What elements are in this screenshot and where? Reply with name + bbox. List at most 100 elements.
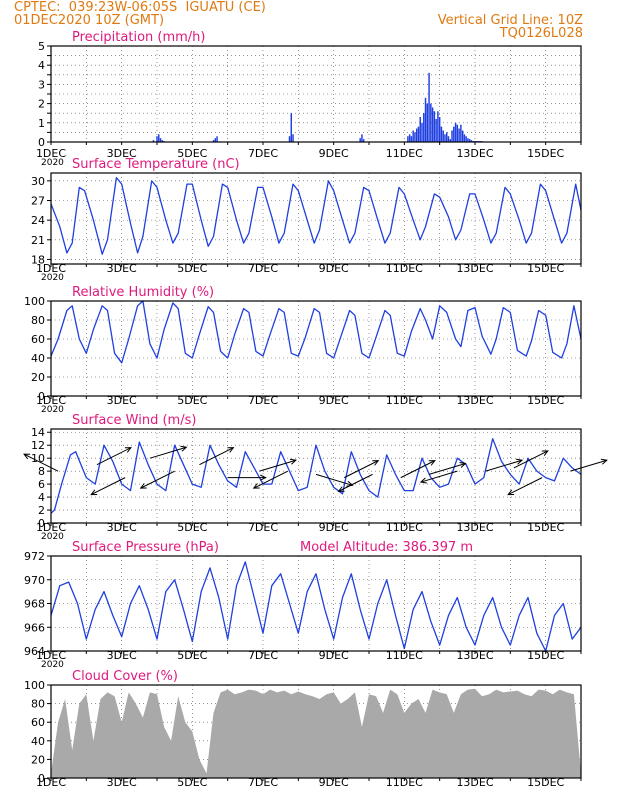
precip-bar bbox=[421, 122, 423, 142]
x-tick-label: 1DEC bbox=[36, 776, 66, 789]
precip-bar bbox=[407, 136, 409, 142]
precip-bar bbox=[435, 118, 437, 142]
y-tick-label: 14 bbox=[31, 426, 45, 439]
y-tick-label: 0 bbox=[38, 136, 45, 149]
precip-bar bbox=[414, 132, 416, 142]
precip-bar bbox=[415, 128, 418, 142]
precip-bar bbox=[440, 126, 443, 142]
precip-bar bbox=[424, 97, 427, 142]
y-tick-label: 4 bbox=[38, 491, 45, 504]
x-tick-label: 3DEC bbox=[107, 649, 137, 662]
y-tick-label: 60 bbox=[31, 333, 45, 346]
y-tick-label: 60 bbox=[31, 716, 45, 729]
x-tick-label: 9DEC bbox=[319, 262, 349, 275]
precip-bar bbox=[212, 140, 215, 142]
wind-arrow-shaft bbox=[149, 446, 187, 459]
wind-arrow-head bbox=[23, 453, 31, 460]
panel-title: Cloud Cover (%) bbox=[72, 669, 178, 684]
precip-bar bbox=[437, 111, 439, 142]
x-tick-label: 9DEC bbox=[319, 147, 349, 160]
precip-bar bbox=[292, 134, 294, 142]
precip-bar bbox=[453, 126, 455, 142]
precip-bar bbox=[451, 130, 453, 142]
wind-arrow-shaft bbox=[96, 447, 132, 466]
wind-arrow-head bbox=[459, 462, 467, 468]
y-tick-label: 80 bbox=[31, 698, 45, 711]
precip-bar bbox=[423, 113, 425, 142]
y-tick-label: 5 bbox=[38, 40, 45, 53]
x-tick-label: 11DEC bbox=[386, 776, 423, 789]
panel-frame bbox=[50, 172, 582, 265]
panel-title: Relative Humidity (%) bbox=[72, 285, 214, 300]
x-tick-label: 7DEC bbox=[248, 147, 278, 160]
y-tick-label: 20 bbox=[31, 753, 45, 766]
y-tick-label: 966 bbox=[24, 621, 45, 634]
cloud-cover-area bbox=[51, 688, 581, 778]
wind-arrow-head bbox=[541, 450, 549, 456]
y-tick-label: 20 bbox=[31, 371, 45, 384]
precip-bar bbox=[428, 72, 430, 142]
y-tick-label: 0 bbox=[38, 517, 45, 530]
x-year-label: 2020 bbox=[41, 405, 64, 415]
wind-arrow-head bbox=[337, 486, 345, 492]
precip-bar bbox=[463, 134, 466, 142]
x-tick-label: 15DEC bbox=[527, 394, 564, 407]
x-tick-label: 9DEC bbox=[319, 394, 349, 407]
panel-title: Surface Pressure (hPa) bbox=[72, 540, 219, 555]
y-tick-label: 1 bbox=[38, 117, 45, 130]
y-tick-label: 100 bbox=[24, 679, 45, 692]
precip-bar bbox=[419, 117, 421, 142]
x-tick-label: 13DEC bbox=[456, 776, 493, 789]
precip-bar bbox=[410, 136, 413, 142]
x-tick-label: 7DEC bbox=[248, 521, 278, 534]
y-tick-label: 12 bbox=[31, 439, 45, 452]
y-tick-label: 970 bbox=[24, 574, 45, 587]
precip-bar bbox=[426, 103, 429, 142]
x-tick-label: 13DEC bbox=[456, 262, 493, 275]
x-tick-label: 15DEC bbox=[527, 521, 564, 534]
panel-title: Surface Temperature (nC) bbox=[72, 157, 240, 172]
precip-bar bbox=[359, 138, 361, 142]
wind-arrow-shaft bbox=[140, 470, 175, 489]
x-tick-label: 5DEC bbox=[177, 521, 207, 534]
precip-bar bbox=[444, 134, 446, 142]
precip-bar bbox=[158, 134, 160, 142]
y-tick-label: 40 bbox=[31, 735, 45, 748]
precip-bar bbox=[408, 134, 411, 142]
wind-arrow-head bbox=[260, 474, 267, 481]
y-tick-label: 964 bbox=[24, 645, 45, 658]
wind-arrow-shaft bbox=[485, 459, 523, 472]
x-tick-label: 7DEC bbox=[248, 262, 278, 275]
y-tick-label: 80 bbox=[31, 314, 45, 327]
precip-bar bbox=[442, 130, 444, 142]
precip-bar bbox=[216, 136, 218, 142]
x-tick-label: 11DEC bbox=[386, 649, 423, 662]
precip-bar bbox=[461, 130, 464, 142]
wind-arrow-shaft bbox=[23, 453, 59, 472]
series-line bbox=[50, 438, 582, 514]
precip-bar bbox=[214, 138, 217, 142]
wind-arrow-head bbox=[289, 458, 297, 465]
wind-arrow-shaft bbox=[400, 460, 436, 479]
panel-4: 964 966 968 970 972 1DEC 3DEC 5DEC 7DEC 9DEC 11DEC… bbox=[24, 540, 582, 670]
precip-bar bbox=[430, 103, 432, 142]
x-tick-label: 5DEC bbox=[177, 649, 207, 662]
panel-5: 0 20 40 60 80 100 1DEC 3DEC 5DEC 7DEC 9DEC 11DEC 13D… bbox=[24, 669, 582, 789]
wind-arrow-head bbox=[227, 447, 235, 453]
x-tick-label: 3DEC bbox=[107, 394, 137, 407]
x-tick-label: 1DEC bbox=[36, 262, 66, 275]
y-tick-label: 4 bbox=[38, 59, 45, 72]
precip-bar bbox=[412, 130, 414, 142]
wind-arrow-head bbox=[372, 460, 380, 466]
header-line1-left: CPTEC: 039:23W-06:05S IGUATU (CE) bbox=[14, 0, 266, 15]
y-tick-label: 24 bbox=[31, 214, 45, 227]
y-tick-label: 0 bbox=[38, 390, 45, 403]
y-tick-label: 8 bbox=[38, 465, 45, 478]
wind-arrow-shaft bbox=[513, 450, 549, 469]
precip-bar bbox=[431, 107, 434, 142]
wind-arrow-head bbox=[507, 489, 515, 496]
wind-arrow-head bbox=[252, 483, 260, 489]
precip-bar bbox=[288, 136, 291, 142]
x-tick-label: 3DEC bbox=[107, 776, 137, 789]
y-tick-label: 21 bbox=[31, 234, 45, 247]
